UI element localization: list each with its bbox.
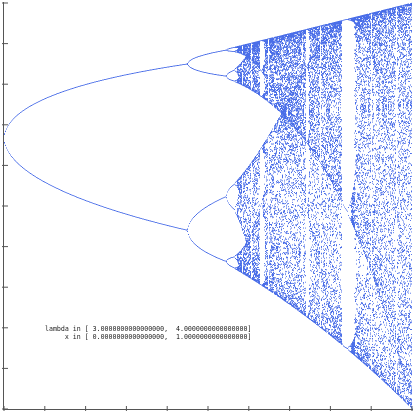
attractor-layer <box>4 2 413 410</box>
lambda-range: lambda in [ 3.0000000000000000, 4.000000… <box>45 325 251 333</box>
x-range: x in [ 0.0000000000000000, 1.00000000000… <box>45 333 251 341</box>
attractor <box>4 2 413 410</box>
